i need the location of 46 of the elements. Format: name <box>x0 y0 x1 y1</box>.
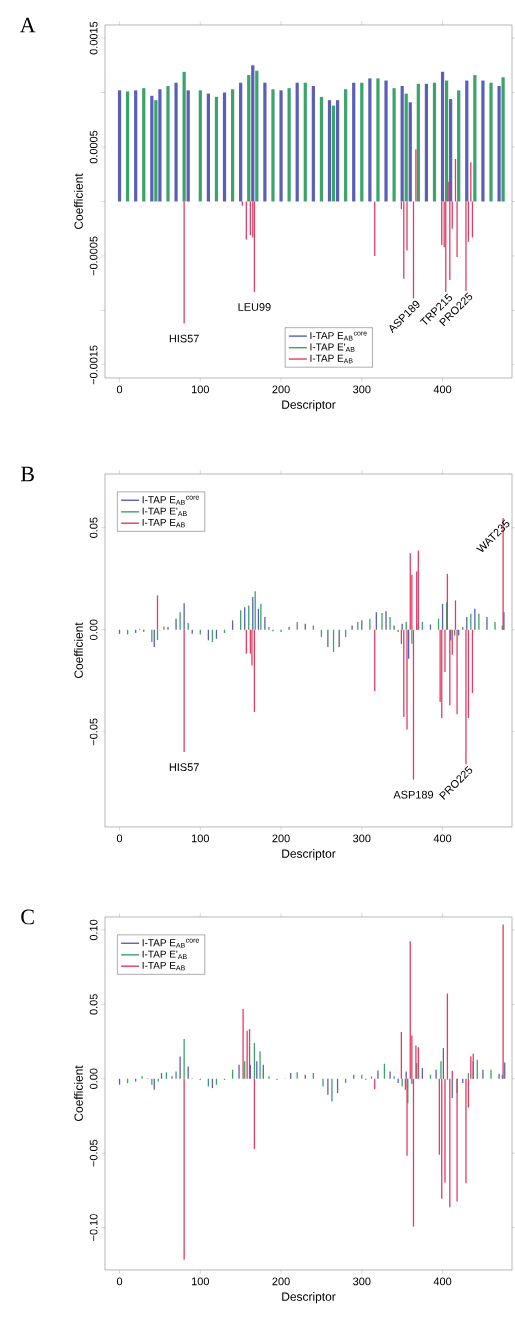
x-tick-label: 0 <box>116 385 123 394</box>
x-tick-label: 300 <box>353 834 371 843</box>
x-tick-label: 100 <box>191 834 209 843</box>
chart-title: C <box>21 909 34 925</box>
legend-label: I-TAP E$_{AB}$ <box>310 354 353 364</box>
y-tick-label: −0.05 <box>89 1139 98 1167</box>
legend-label: I-TAP E'$_{AB}$ <box>142 950 187 960</box>
y-tick-label: −0.0005 <box>89 236 98 276</box>
x-tick-label: 0 <box>116 1277 123 1286</box>
x-axis-title: Descriptor <box>282 400 336 412</box>
x-tick-label: 100 <box>191 1277 209 1286</box>
annotation: ASP189 <box>393 790 434 799</box>
chart-title: B <box>20 466 34 482</box>
y-axis-title: Coefficient <box>74 1065 83 1122</box>
legend-label: I-TAP E$_{AB}$ <box>142 519 185 528</box>
x-tick-label: 300 <box>353 1277 371 1286</box>
y-tick-label: 0.05 <box>89 517 98 538</box>
x-tick-label: 200 <box>272 834 290 843</box>
x-tick-label: 200 <box>272 385 290 394</box>
y-axis-title: Coefficient <box>74 622 83 679</box>
y-tick-label: 0.0015 <box>89 21 98 55</box>
y-tick-label: −0.0015 <box>89 345 98 385</box>
x-tick-label: 0 <box>116 834 123 843</box>
annotation: LEU99 <box>238 303 271 311</box>
y-tick-label: −0.05 <box>89 718 98 746</box>
y-axis-title: Coefficient <box>74 173 83 229</box>
legend-label: I-TAP E$_{AB}$ <box>142 962 185 971</box>
x-tick-label: 400 <box>433 1277 452 1286</box>
legend-label: I-TAP E'$_{AB}$ <box>142 507 187 517</box>
x-tick-label: 100 <box>191 385 209 394</box>
legend-label: I-TAP E'$_{AB}$ <box>310 343 355 352</box>
y-tick-label: −0.10 <box>89 1214 98 1241</box>
annotation: HIS57 <box>169 763 199 772</box>
y-tick-label: 0.10 <box>89 919 98 941</box>
chart-title: A <box>19 17 36 33</box>
x-axis-title: Descriptor <box>282 1292 336 1304</box>
y-tick-label: 0.05 <box>89 994 98 1015</box>
x-tick-label: 400 <box>433 834 452 843</box>
y-tick-label: 0.00 <box>89 1068 98 1089</box>
x-tick-label: 200 <box>272 1277 290 1286</box>
annotation: HIS57 <box>169 334 199 343</box>
x-axis-title: Descriptor <box>282 849 336 861</box>
x-tick-label: 400 <box>433 385 452 394</box>
y-tick-label: 0.00 <box>89 619 98 641</box>
y-tick-label: 0.0005 <box>89 130 98 164</box>
x-tick-label: 300 <box>353 385 371 394</box>
